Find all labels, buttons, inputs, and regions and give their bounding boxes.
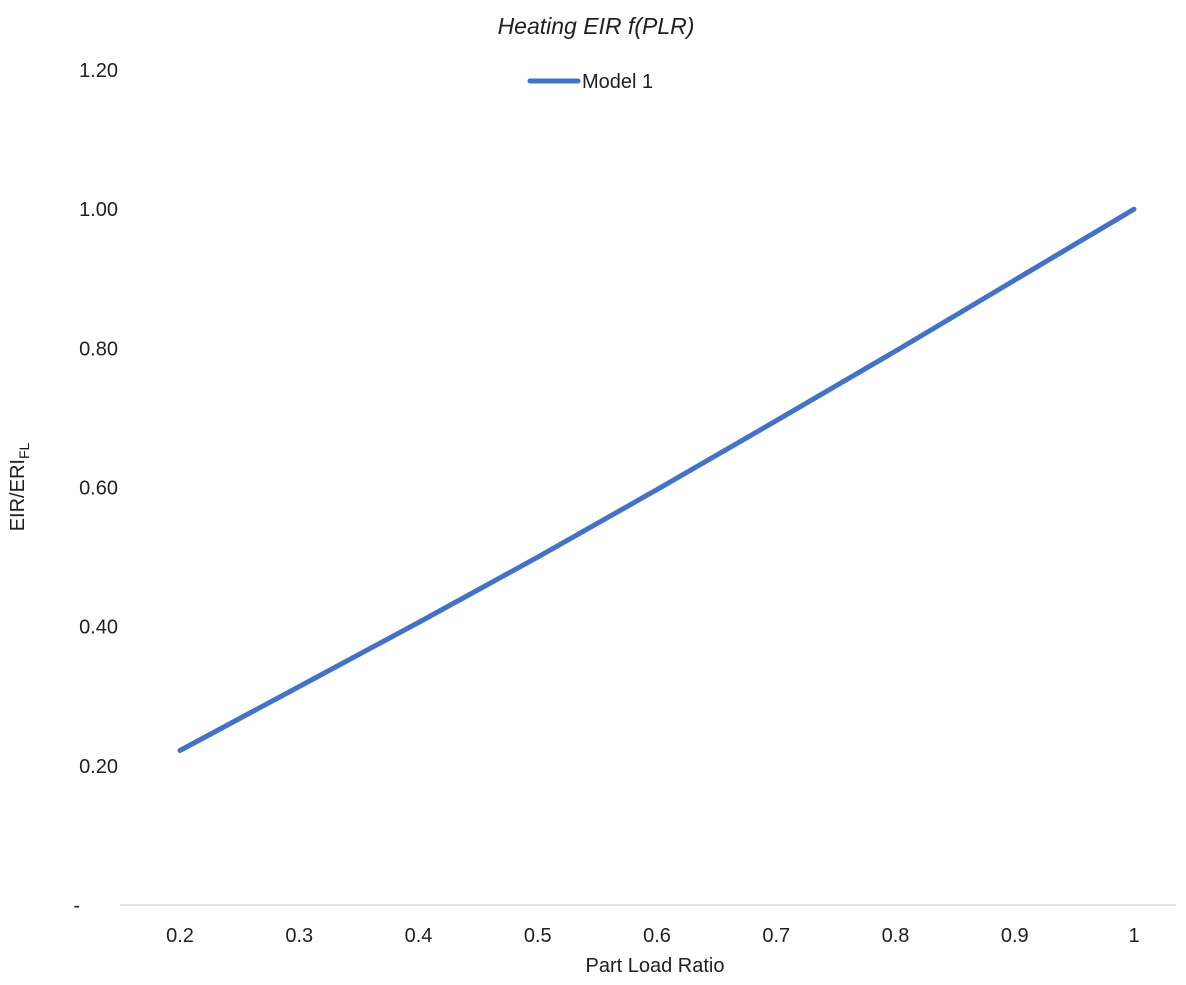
chart-title: Heating EIR f(PLR) bbox=[498, 13, 695, 39]
legend: Model 1 bbox=[527, 71, 653, 93]
y-tick-label: 1.00 bbox=[79, 199, 118, 221]
x-tick-label: 0.3 bbox=[285, 925, 313, 947]
series-line-model-1 bbox=[177, 206, 1137, 753]
y-tick-label: 0.80 bbox=[79, 338, 118, 360]
x-axis-label: Part Load Ratio bbox=[586, 955, 725, 977]
y-axis-label-subscript: FL bbox=[16, 442, 32, 459]
y-axis-label: EIR/ERIFL bbox=[7, 442, 32, 531]
x-tick-label: 0.4 bbox=[405, 925, 433, 947]
y-tick-label: 0.20 bbox=[79, 756, 118, 778]
y-tick-label: - bbox=[73, 895, 80, 917]
y-tick-label: 0.40 bbox=[79, 617, 118, 639]
plot-area: - 0.20 0.40 0.60 0.80 1.00 1.20 0.2 0.3 0.4 0.5 0.6… bbox=[73, 60, 1176, 947]
y-tick-label: 0.60 bbox=[79, 478, 118, 500]
y-axis-label-main: EIR/ERI bbox=[7, 459, 29, 531]
x-tick-label: 0.9 bbox=[1001, 925, 1029, 947]
legend-label-model-1: Model 1 bbox=[582, 71, 653, 93]
x-tick-label: 0.7 bbox=[762, 925, 790, 947]
x-tick-label: 0.5 bbox=[524, 925, 552, 947]
y-tick-label: 1.20 bbox=[79, 60, 118, 82]
x-tick-label: 0.8 bbox=[882, 925, 910, 947]
x-tick-label: 0.6 bbox=[643, 925, 671, 947]
x-tick-label: 1 bbox=[1128, 925, 1139, 947]
x-tick-label: 0.2 bbox=[166, 925, 194, 947]
